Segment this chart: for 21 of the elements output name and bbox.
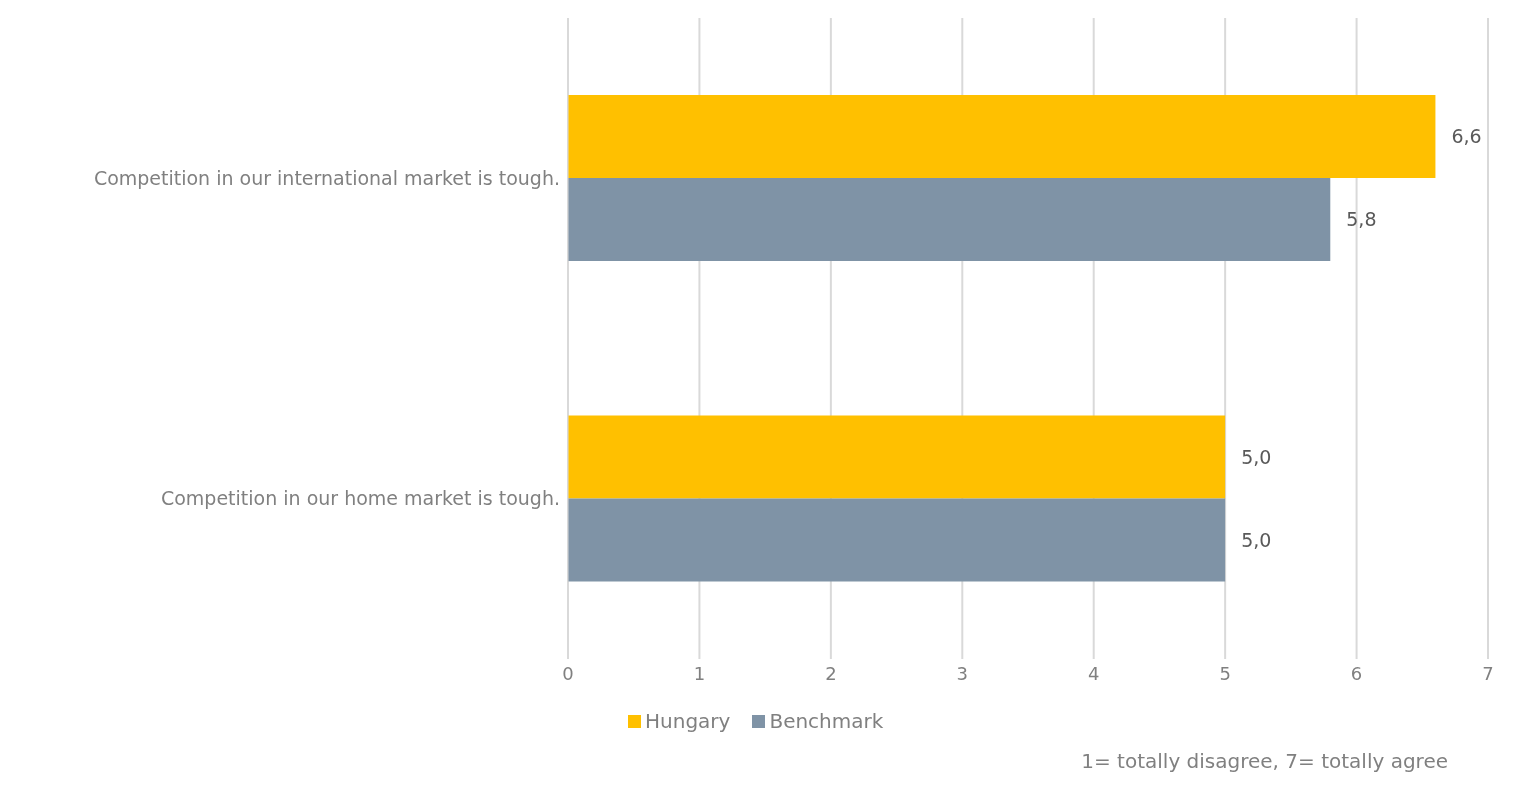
- x-tick-label: 7: [1482, 662, 1494, 684]
- data-label: 5,0: [1241, 528, 1272, 551]
- data-label: 6,6: [1451, 125, 1482, 148]
- text: 1= totally disagree, 7= totally agree: [1081, 749, 1448, 773]
- bar: [568, 177, 1331, 261]
- bar: [568, 94, 1436, 178]
- x-tick-label: 0: [562, 662, 574, 684]
- x-tick-label: 2: [825, 662, 837, 684]
- legend-label: Benchmark: [768, 709, 884, 733]
- y-tick-label: Competition in our international market is tough.: [93, 166, 560, 189]
- data-label: 5,0: [1241, 445, 1272, 468]
- bar: [568, 498, 1226, 582]
- legend-label: Hungary: [644, 709, 731, 733]
- x-tick-label: 4: [1087, 662, 1100, 684]
- bar: [568, 415, 1226, 499]
- data-label: 5,8: [1346, 208, 1377, 231]
- x-tick-label: 1: [693, 662, 706, 684]
- y-tick-label: Competition in our home market is tough.: [160, 487, 560, 510]
- x-tick-label: 6: [1350, 662, 1363, 684]
- x-tick-label: 5: [1219, 662, 1231, 684]
- x-tick-label: 3: [956, 662, 969, 684]
